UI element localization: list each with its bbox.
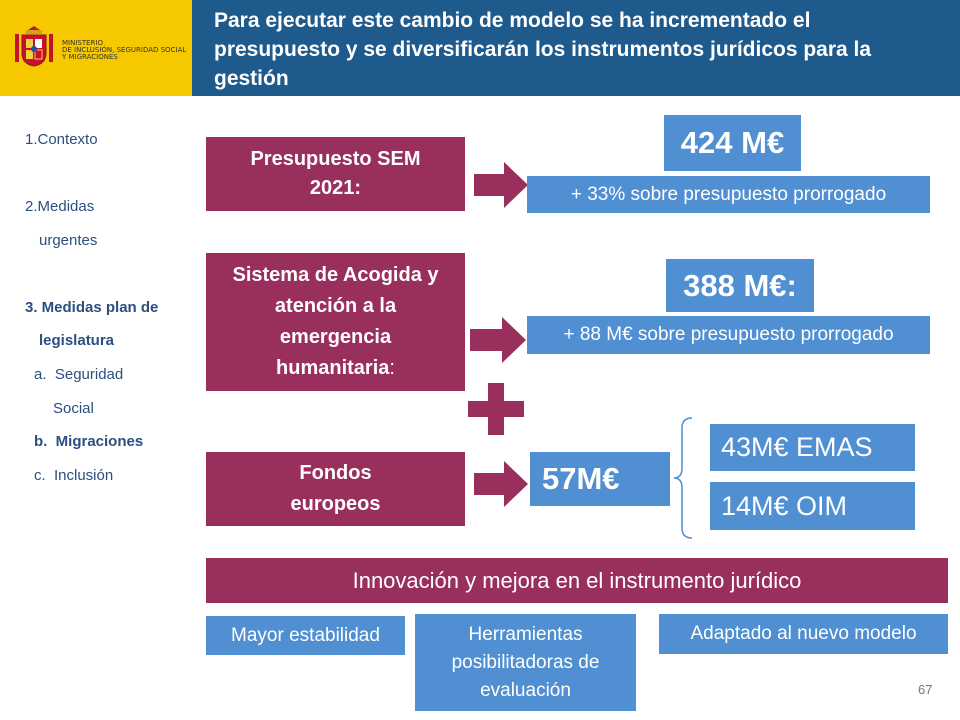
arrow-right-icon xyxy=(474,461,528,507)
sidebar-item-medidas-urgentes-cont[interactable]: urgentes xyxy=(39,232,98,249)
innovation-item-herramientas-line-1: Herramientas xyxy=(468,623,583,645)
plus-icon xyxy=(468,383,524,435)
fondos-label-line-2: europeos xyxy=(290,493,381,515)
acogida-note: + 88 M€ sobre presupuesto prorrogado xyxy=(527,316,930,354)
sidebar-item-contexto[interactable]: 1.Contexto xyxy=(25,131,98,148)
coat-of-arms-icon xyxy=(15,26,53,67)
sidebar-item-seguridad-social[interactable]: a. Seguridad xyxy=(34,366,124,383)
acogida-label-line-1: Sistema de Acogida y xyxy=(232,264,439,286)
sidebar-item-medidas-plan-cont[interactable]: legislatura xyxy=(39,332,115,349)
fondos-amount: 57M€ xyxy=(530,452,670,506)
ministry-logo: MINISTERIO DE INCLUSIÓN, SEGURIDAD SOCIA… xyxy=(0,0,192,96)
sidebar-item-medidas-plan[interactable]: 3. Medidas plan de xyxy=(25,299,159,316)
acogida-label-line-3: emergencia xyxy=(279,326,392,348)
innovation-banner: Innovación y mejora en el instrumento ju… xyxy=(206,558,948,603)
innovation-item-herramientas: Herramientas posibilitadoras de evaluaci… xyxy=(415,614,636,711)
acogida-label-line-2: atención a la xyxy=(274,295,397,317)
fondos-oim: 14M€ OIM xyxy=(710,482,915,530)
acogida-label-line-4: humanitaria: xyxy=(276,353,395,384)
ministry-name-line-3: Y MIGRACIONES xyxy=(62,53,118,61)
sidebar-item-seguridad-social-cont[interactable]: Social xyxy=(53,400,94,417)
acogida-label: Sistema de Acogida y atención a la emerg… xyxy=(206,253,465,391)
sem-budget-label: Presupuesto SEM 2021: xyxy=(206,137,465,211)
innovation-item-estabilidad: Mayor estabilidad xyxy=(206,616,405,655)
acogida-amount: 388 M€: xyxy=(666,259,814,312)
fondos-emas: 43M€ EMAS xyxy=(710,424,915,471)
innovation-item-herramientas-line-2: posibilitadoras de xyxy=(451,651,600,673)
sem-budget-label-line-1: Presupuesto SEM xyxy=(250,148,421,170)
ministry-name-line-2: DE INCLUSIÓN, SEGURIDAD SOCIAL xyxy=(62,46,187,54)
ministry-name-line-1: MINISTERIO xyxy=(62,39,103,47)
innovation-item-adaptado-text: Adaptado al nuevo modelo xyxy=(690,623,917,644)
slide-title-line-3: gestión xyxy=(214,67,289,90)
sem-budget-note: + 33% sobre presupuesto prorrogado xyxy=(527,176,930,213)
sem-budget-label-line-2: 2021: xyxy=(309,177,362,199)
curly-brace-icon xyxy=(673,417,693,539)
acogida-label-suffix: : xyxy=(389,357,395,379)
fondos-label: Fondos europeos xyxy=(206,452,465,526)
slide-title-line-1: Para ejecutar este cambio de modelo se h… xyxy=(214,9,811,32)
innovation-item-estabilidad-text: Mayor estabilidad xyxy=(231,624,380,646)
acogida-label-line-4-text: humanitaria xyxy=(276,357,390,379)
arrow-right-icon xyxy=(474,162,528,208)
sidebar-item-medidas-urgentes[interactable]: 2.Medidas xyxy=(25,198,95,215)
slide-title-line-2: presupuesto y se diversificarán los inst… xyxy=(214,38,872,61)
page-number: 67 xyxy=(918,682,933,697)
fondos-label-line-1: Fondos xyxy=(299,462,372,484)
innovation-item-adaptado: Adaptado al nuevo modelo xyxy=(659,614,948,654)
sem-budget-amount: 424 M€ xyxy=(664,115,801,171)
sidebar-item-migraciones[interactable]: b. Migraciones xyxy=(34,433,144,450)
slide-title: Para ejecutar este cambio de modelo se h… xyxy=(192,0,960,96)
innovation-item-herramientas-line-3: evaluación xyxy=(480,679,571,701)
arrow-right-icon xyxy=(470,317,526,363)
sidebar-item-inclusion[interactable]: c. Inclusión xyxy=(34,467,114,484)
